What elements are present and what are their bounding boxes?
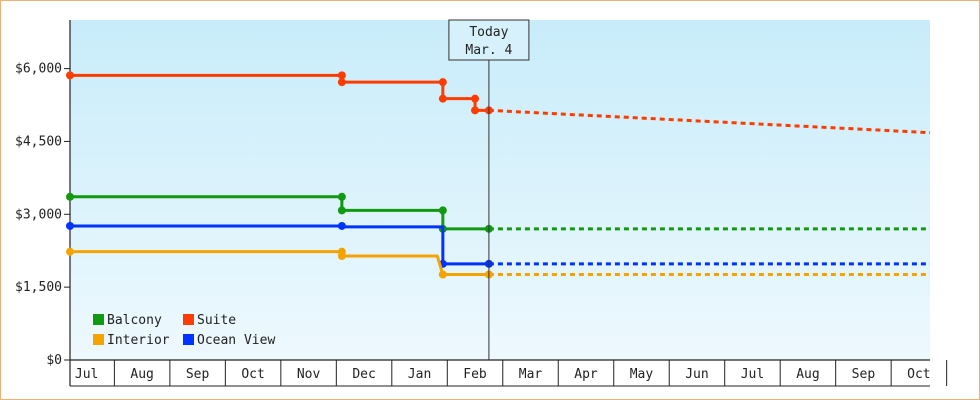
data-point-suite (438, 78, 447, 87)
data-point-balcony (438, 206, 447, 215)
today-label-line2: Mar. 4 (465, 43, 512, 58)
x-tick-label: Apr (574, 367, 598, 382)
data-point-balcony (337, 192, 346, 201)
y-tick-label: $4,500 (15, 134, 62, 149)
data-point-balcony (66, 192, 74, 201)
legend-swatch-interior (93, 334, 104, 345)
x-tick-label: Nov (297, 367, 321, 382)
data-point-suite (438, 94, 447, 103)
data-point-suite (337, 78, 346, 87)
x-tick-label: Oct (907, 367, 930, 382)
today-label-box (448, 19, 530, 61)
x-tick-label: Aug (130, 367, 153, 382)
x-tick-label: Dec (352, 367, 375, 382)
data-point-balcony (337, 206, 346, 215)
x-tick-label: Feb (463, 367, 487, 382)
x-tick-label: Sep (186, 367, 210, 382)
series-forecast-suite (488, 108, 931, 135)
today-label-line1: Today (469, 25, 508, 40)
x-tick-label: Oct (241, 367, 264, 382)
data-point-suite (471, 106, 480, 115)
x-tick-label: Jan (408, 367, 431, 382)
legend-label-ocean-view: Ocean View (197, 333, 275, 348)
y-tick-label: $6,000 (15, 62, 62, 77)
y-tick-label: $1,500 (15, 280, 62, 295)
legend-label-interior: Interior (107, 333, 170, 348)
legend-swatch-balcony (93, 314, 104, 325)
data-point-suite (66, 71, 74, 80)
series-line-balcony (70, 195, 489, 231)
data-point-ocean-view (66, 221, 74, 230)
data-point-interior (337, 252, 346, 261)
data-point-interior (438, 270, 447, 279)
x-tick-label: Aug (796, 367, 819, 382)
x-tick-label: May (630, 367, 654, 382)
x-tick-label: Jun (685, 367, 708, 382)
legend-swatch-suite (183, 314, 194, 325)
x-tick-label: Mar (519, 367, 543, 382)
plot-area (70, 20, 930, 360)
x-tick-label: Jul (741, 367, 764, 382)
data-point-suite (471, 94, 480, 103)
data-point-ocean-view (337, 221, 346, 230)
series-line-ocean-view (70, 224, 489, 266)
legend-swatch-ocean-view (183, 334, 194, 345)
x-tick-label: Sep (852, 367, 876, 382)
legend-label-balcony: Balcony (107, 313, 162, 328)
data-point-interior (66, 247, 74, 256)
series-line-interior (70, 250, 489, 277)
data-point-suite (337, 71, 346, 80)
y-tick-label: $0 (46, 353, 62, 368)
legend-label-suite: Suite (197, 313, 236, 328)
x-tick-label: Jul (75, 367, 98, 382)
y-tick-label: $3,000 (15, 207, 62, 222)
